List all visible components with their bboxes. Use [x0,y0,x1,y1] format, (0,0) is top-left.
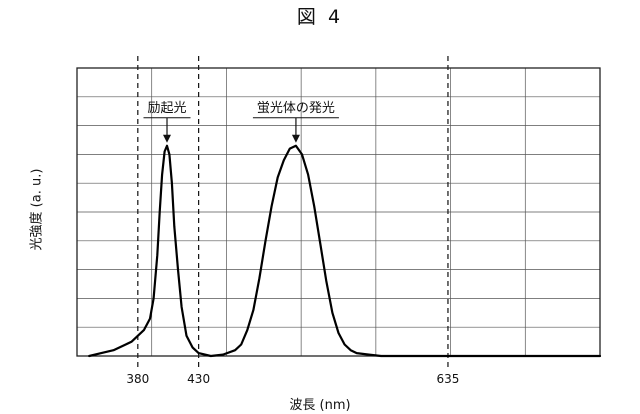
annotation-arrowhead [163,135,171,143]
x-tick-label-635: 635 [437,372,460,386]
annotation-label-1: 励起光 [147,101,186,116]
x-tick-label-430: 430 [187,372,210,386]
annotations: 励起光 蛍光体の発光 [143,101,338,143]
annotation-arrowhead [292,135,300,143]
y-axis-label: 光強度 (a. u.) [26,165,45,255]
x-tick-label-380: 380 [126,372,149,386]
spectrum-line [89,146,600,356]
x-axis-label: 波長 (nm) [250,394,390,413]
x-tick-labels: 380 430 635 [126,372,459,386]
annotation-label-2: 蛍光体の発光 [257,101,335,116]
